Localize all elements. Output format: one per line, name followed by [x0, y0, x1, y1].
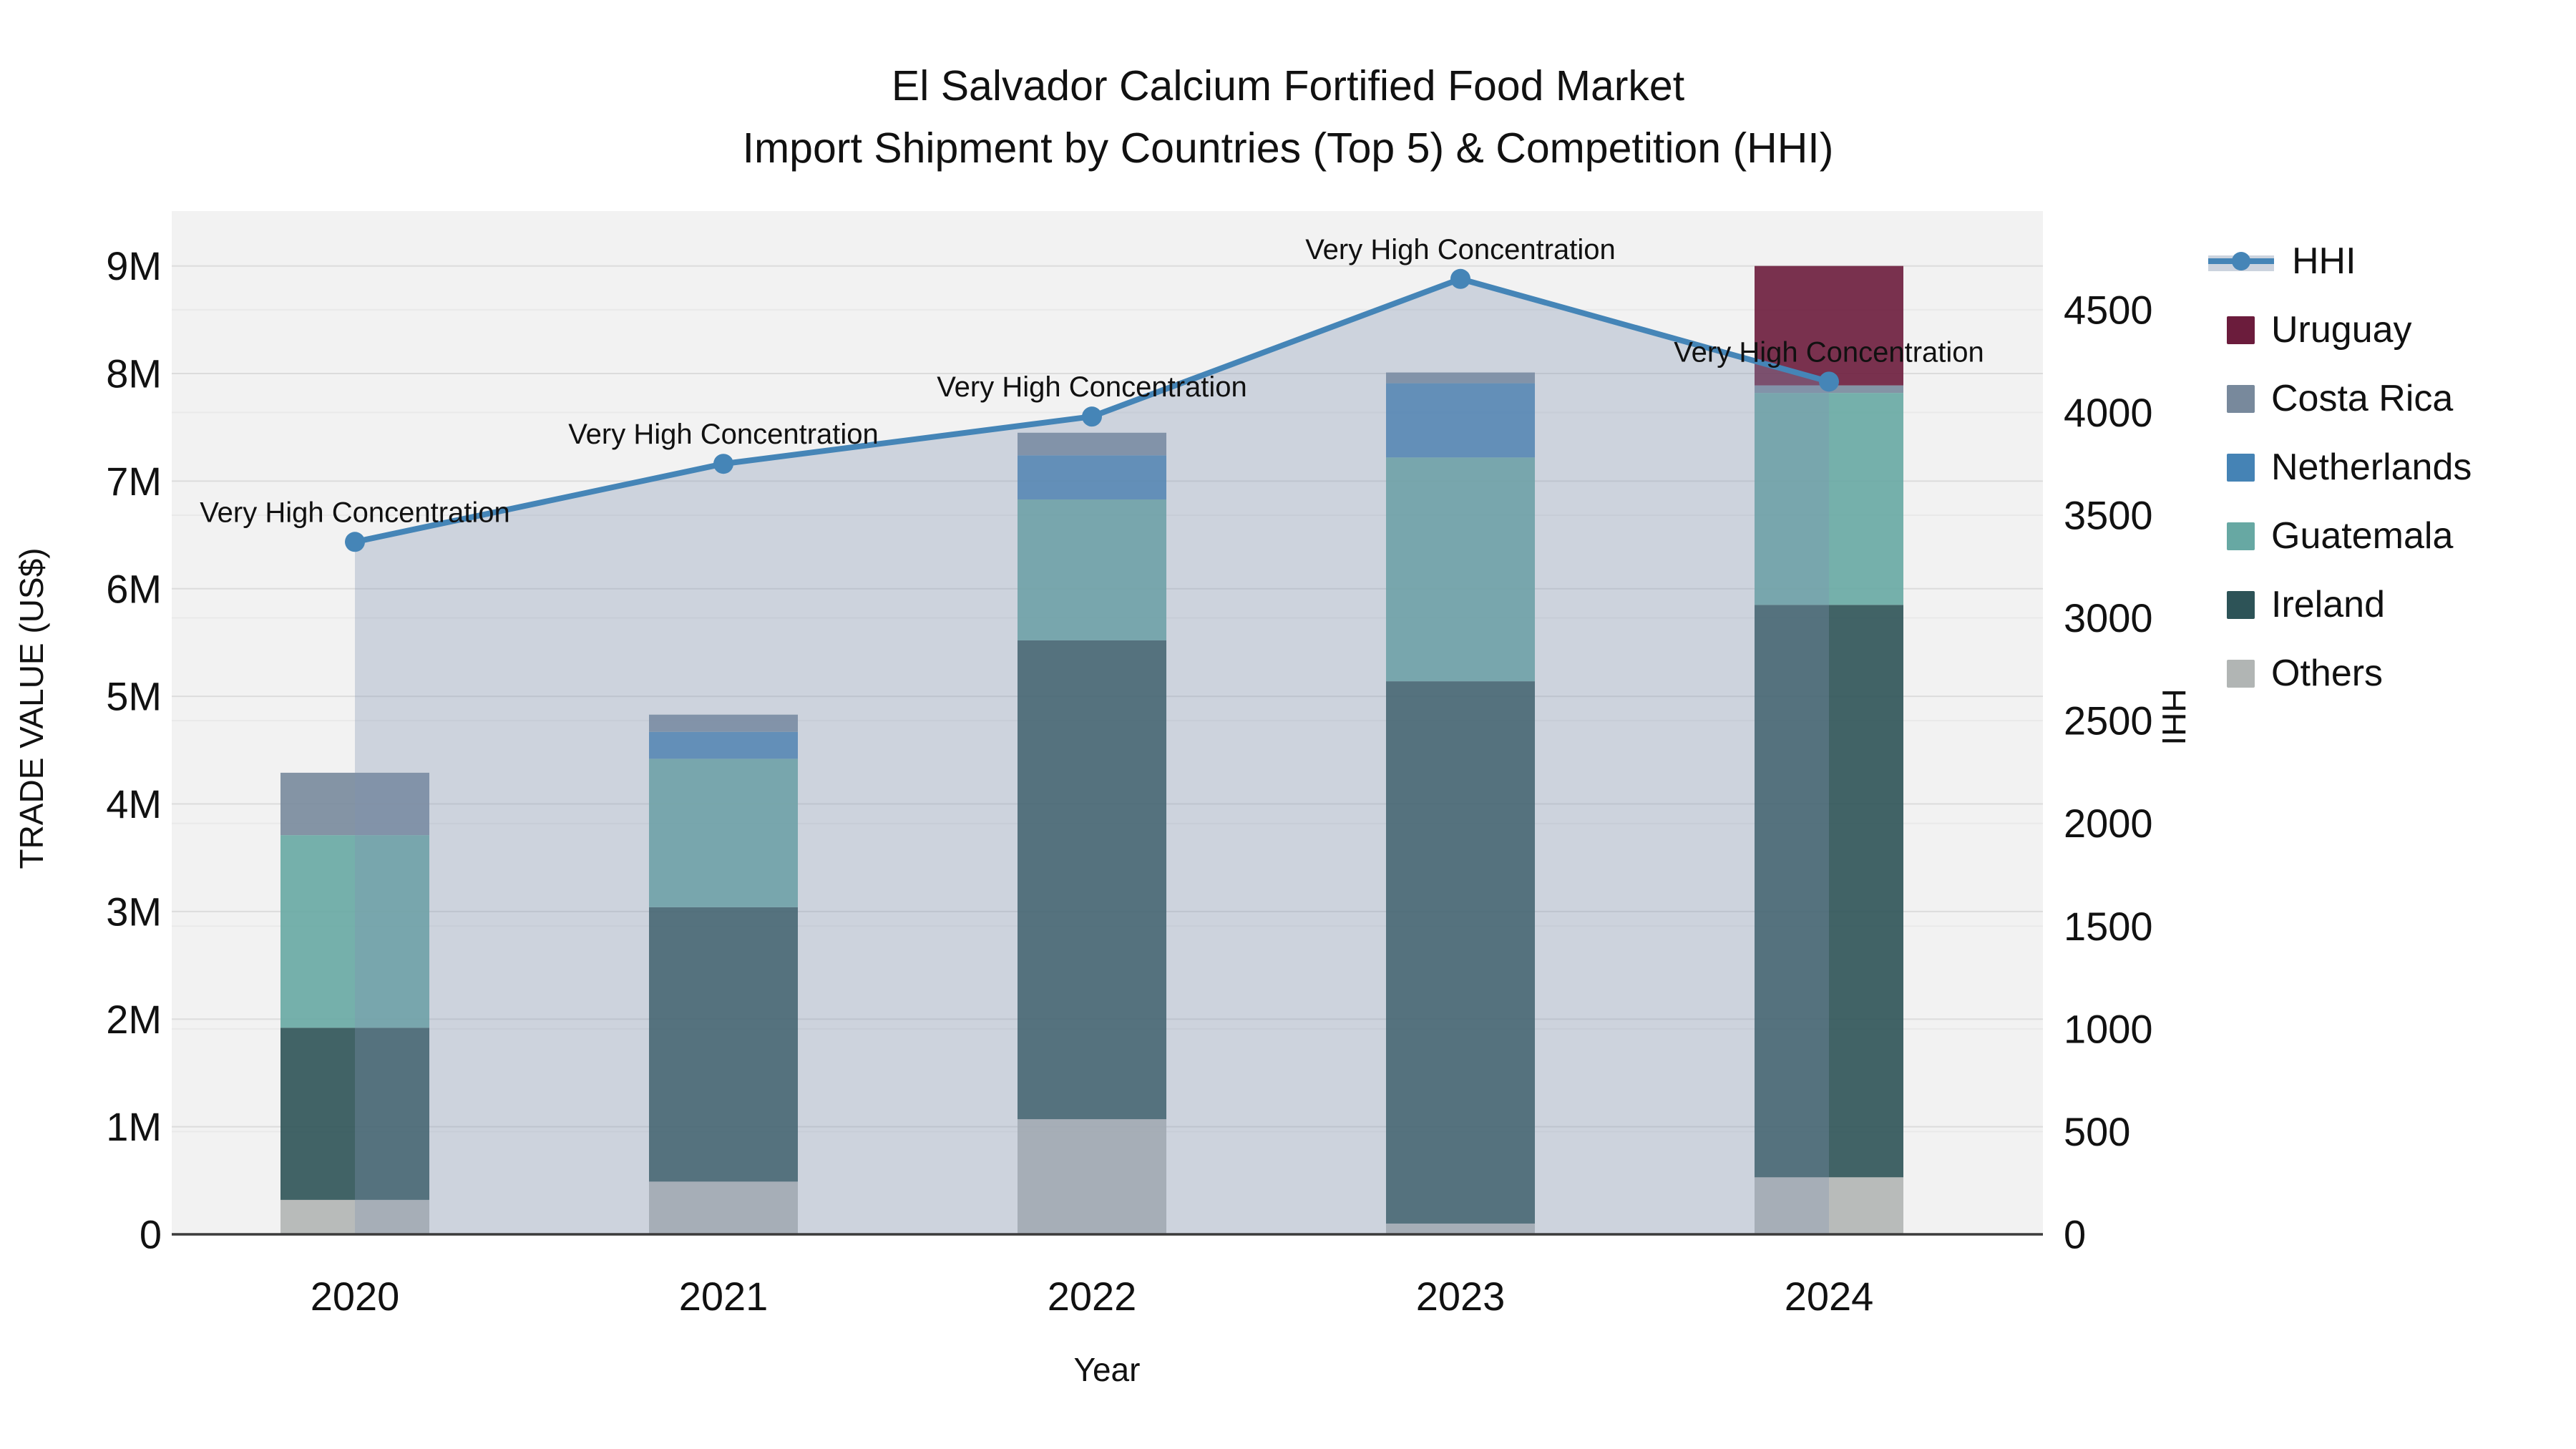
bar-segment-guatemala-2021[interactable]: [649, 758, 798, 907]
y-right-tick-1000: 1000: [2064, 1006, 2153, 1051]
bar-segment-others-2023[interactable]: [1386, 1223, 1535, 1234]
y-right-tick-3500: 3500: [2064, 492, 2153, 537]
bar-segment-ireland-2022[interactable]: [1018, 640, 1166, 1120]
y-right-tick-3000: 3000: [2064, 595, 2153, 640]
bar-segment-costa-rica-2022[interactable]: [1018, 432, 1166, 456]
y-right-tick-500: 500: [2064, 1109, 2130, 1154]
legend-label: Uruguay: [2271, 309, 2412, 351]
y-left-tick-1M: 1M: [106, 1104, 162, 1149]
y-left-tick-5M: 5M: [106, 674, 162, 719]
y-left-tick-2M: 2M: [106, 997, 162, 1042]
hhi-annotation-2021: Very High Concentration: [568, 419, 879, 450]
bar-segment-guatemala-2024[interactable]: [1755, 393, 1903, 605]
bar-segment-costa-rica-2023[interactable]: [1386, 372, 1535, 384]
y-right-tick-1500: 1500: [2064, 904, 2153, 949]
legend-label: Netherlands: [2271, 447, 2472, 488]
hhi-area-fill: [355, 278, 1829, 1234]
legend-label: HHI: [2292, 240, 2356, 282]
hhi-annotation-2024: Very High Concentration: [1674, 336, 1984, 368]
bar-segment-netherlands-2023[interactable]: [1386, 383, 1535, 458]
chart-title-line-2: Import Shipment by Countries (Top 5) & C…: [742, 125, 1834, 172]
legend-item-netherlands[interactable]: Netherlands: [2204, 433, 2576, 502]
y-left-axis-title: TRADE VALUE (US$): [13, 547, 50, 869]
bar-segment-netherlands-2022[interactable]: [1018, 455, 1166, 499]
legend-swatch-guatemala: [2227, 522, 2255, 550]
bar-segment-netherlands-2021[interactable]: [649, 731, 798, 759]
bar-segment-costa-rica-2021[interactable]: [649, 714, 798, 732]
x-tick-2024: 2024: [1785, 1274, 1874, 1319]
y-left-tick-0: 0: [140, 1212, 162, 1257]
bar-segment-guatemala-2023[interactable]: [1386, 457, 1535, 682]
y-left-tick-9M: 9M: [106, 243, 162, 288]
x-tick-2023: 2023: [1416, 1274, 1506, 1319]
legend-swatch-ireland: [2227, 590, 2255, 619]
y-left-tick-8M: 8M: [106, 351, 162, 396]
x-tick-2022: 2022: [1048, 1274, 1137, 1319]
x-tick-2020: 2020: [311, 1274, 400, 1319]
legend-label: Others: [2271, 653, 2384, 694]
legend-item-hhi[interactable]: HHI: [2204, 227, 2576, 296]
hhi-marker-2020[interactable]: [345, 532, 365, 552]
hhi-annotation-2020: Very High Concentration: [200, 497, 510, 528]
bar-segment-others-2020[interactable]: [280, 1199, 429, 1234]
bar-segment-ireland-2020[interactable]: [280, 1028, 429, 1200]
y-right-tick-0: 0: [2064, 1212, 2086, 1257]
legend-swatch-costa-rica: [2227, 384, 2255, 413]
y-right-tick-2500: 2500: [2064, 698, 2153, 743]
y-right-tick-4500: 4500: [2064, 287, 2153, 332]
y-left-tick-4M: 4M: [106, 781, 162, 826]
bar-segment-ireland-2023[interactable]: [1386, 681, 1535, 1224]
y-left-tick-6M: 6M: [106, 566, 162, 611]
legend-item-guatemala[interactable]: Guatemala: [2204, 502, 2576, 570]
bar-segment-others-2024[interactable]: [1755, 1177, 1903, 1234]
bar-segment-others-2022[interactable]: [1018, 1119, 1166, 1234]
bar-segment-others-2021[interactable]: [649, 1181, 798, 1234]
y-right-tick-4000: 4000: [2064, 390, 2153, 435]
legend: HHI Uruguay Costa Rica Netherlands Guatemala…: [2204, 227, 2576, 708]
bar-segment-guatemala-2020[interactable]: [280, 835, 429, 1028]
hhi-marker-2024[interactable]: [1819, 371, 1839, 392]
chart-title-line-1: El Salvador Calcium Fortified Food Marke…: [891, 62, 1685, 109]
legend-swatch-others: [2227, 659, 2255, 688]
y-right-tick-2000: 2000: [2064, 801, 2153, 846]
hhi-marker-2021[interactable]: [713, 454, 733, 474]
legend-item-ireland[interactable]: Ireland: [2204, 570, 2576, 639]
bar-segment-ireland-2021[interactable]: [649, 907, 798, 1182]
legend-swatch-uruguay: [2227, 316, 2255, 344]
legend-label: Guatemala: [2271, 515, 2454, 557]
x-tick-2021: 2021: [679, 1274, 769, 1319]
hhi-annotation-2022: Very High Concentration: [937, 371, 1247, 403]
y-left-tick-7M: 7M: [106, 459, 162, 504]
x-axis-title: Year: [1074, 1351, 1141, 1388]
y-left-tick-3M: 3M: [106, 889, 162, 934]
legend-label: Costa Rica: [2271, 378, 2454, 419]
hhi-marker-2022[interactable]: [1082, 406, 1102, 427]
y-right-axis-title: HHI: [2155, 688, 2192, 745]
legend-swatch-netherlands: [2227, 453, 2255, 482]
bar-segment-guatemala-2022[interactable]: [1018, 499, 1166, 640]
bar-segment-costa-rica-2020[interactable]: [280, 772, 429, 836]
bar-segment-ireland-2024[interactable]: [1755, 605, 1903, 1178]
legend-item-uruguay[interactable]: Uruguay: [2204, 296, 2576, 364]
legend-item-others[interactable]: Others: [2204, 639, 2576, 708]
hhi-marker-2023[interactable]: [1450, 268, 1470, 289]
hhi-annotation-2023: Very High Concentration: [1305, 234, 1616, 265]
hhi-line-swatch-icon: [2208, 247, 2274, 275]
legend-label: Ireland: [2271, 584, 2385, 625]
legend-item-costa-rica[interactable]: Costa Rica: [2204, 364, 2576, 433]
